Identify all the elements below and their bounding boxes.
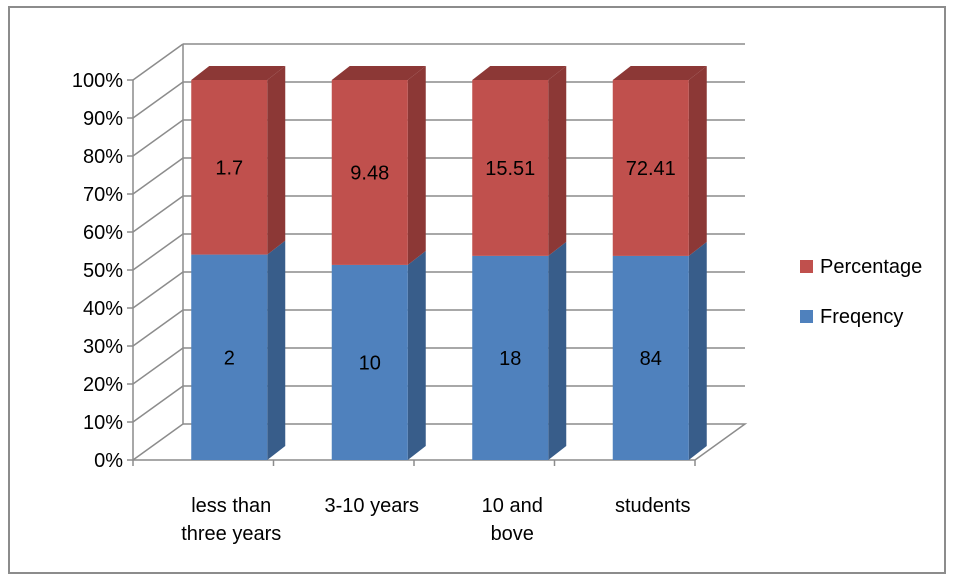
x-category-label: students bbox=[615, 495, 691, 517]
x-category-label: 10 and bbox=[482, 495, 543, 517]
gridline-depth bbox=[132, 81, 184, 119]
bar-side-0-2 bbox=[548, 241, 567, 460]
data-label: 84 bbox=[640, 348, 662, 370]
y-tick-label: 80% bbox=[83, 146, 123, 168]
x-category-label: bove bbox=[491, 523, 534, 545]
bar-side-0-3 bbox=[688, 241, 707, 460]
bar-top-3 bbox=[612, 66, 707, 80]
gridline-depth bbox=[132, 385, 184, 423]
bar-0-2 bbox=[472, 255, 549, 460]
bar-1-3 bbox=[612, 80, 689, 256]
y-tick-label: 60% bbox=[83, 222, 123, 244]
data-label: 1.7 bbox=[215, 157, 243, 179]
data-label: 2 bbox=[224, 347, 235, 369]
bar-side-0-1 bbox=[407, 250, 426, 460]
y-tick-label: 100% bbox=[72, 70, 123, 92]
x-category-label: three years bbox=[181, 523, 281, 545]
y-tick-label: 70% bbox=[83, 184, 123, 206]
bar-side-0-0 bbox=[267, 240, 286, 460]
bar-0-3 bbox=[612, 255, 689, 460]
gridline-depth bbox=[132, 347, 184, 385]
bar-1-1 bbox=[331, 80, 408, 265]
legend-label: Percentage bbox=[820, 256, 922, 278]
y-tick-label: 10% bbox=[83, 412, 123, 434]
gridline-depth bbox=[132, 309, 184, 347]
data-label: 72.41 bbox=[626, 158, 676, 180]
bar-side-1-3 bbox=[688, 66, 707, 256]
bar-1-0 bbox=[191, 80, 268, 255]
data-label: 18 bbox=[499, 348, 521, 370]
y-tick-label: 30% bbox=[83, 336, 123, 358]
bar-0-0 bbox=[191, 254, 268, 460]
legend-label: Freqency bbox=[820, 306, 903, 328]
bar-top-1 bbox=[331, 66, 426, 80]
y-tick-label: 40% bbox=[83, 298, 123, 320]
bar-side-1-0 bbox=[267, 66, 286, 255]
gridline-depth bbox=[132, 157, 184, 195]
legend-swatch bbox=[800, 310, 813, 323]
legend-swatch bbox=[800, 260, 813, 273]
bar-side-1-1 bbox=[407, 66, 426, 265]
bar-1-2 bbox=[472, 80, 549, 256]
gridline-depth bbox=[132, 271, 184, 309]
y-tick-label: 90% bbox=[83, 108, 123, 130]
gridline-depth bbox=[132, 119, 184, 157]
gridline-depth bbox=[132, 195, 184, 233]
x-category-label: 3-10 years bbox=[325, 495, 420, 517]
chart-frame bbox=[8, 6, 946, 574]
y-tick-label: 0% bbox=[94, 450, 123, 472]
bar-side-1-2 bbox=[548, 66, 567, 256]
data-label: 10 bbox=[359, 352, 381, 374]
y-tick-label: 20% bbox=[83, 374, 123, 396]
data-label: 9.48 bbox=[350, 162, 389, 184]
y-tick-label: 50% bbox=[83, 260, 123, 282]
bar-top-2 bbox=[472, 66, 567, 80]
gridline-depth bbox=[132, 43, 184, 81]
x-category-label: less than bbox=[191, 495, 271, 517]
bar-top-0 bbox=[191, 66, 286, 80]
data-label: 15.51 bbox=[485, 158, 535, 180]
gridline-depth bbox=[132, 233, 184, 271]
bar-0-1 bbox=[331, 264, 408, 460]
